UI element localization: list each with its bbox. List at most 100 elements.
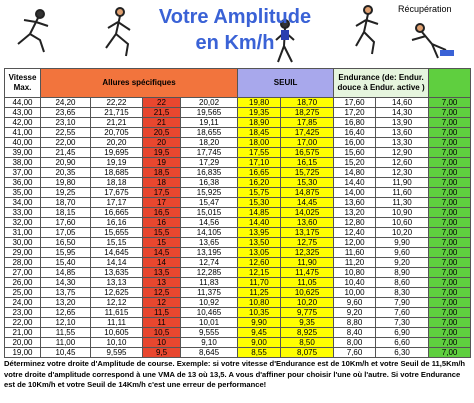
table-cell: 17,745 [179, 147, 239, 158]
table-cell: 8,90 [375, 267, 430, 278]
table-cell: 10,20 [280, 297, 335, 308]
table-cell: 16,50 [40, 237, 91, 248]
table-cell: 10 [142, 337, 181, 348]
illustrations [17, 5, 454, 63]
table-cell: 8,60 [375, 277, 430, 288]
table-body: 44,00 24,20 22,22 22 20,02 19,80 18,70 17,60 14,… [4, 97, 472, 358]
table-cell: 16,665 [90, 207, 143, 218]
table-cell: 11,11 [90, 317, 143, 328]
table-cell: 18,15 [40, 207, 91, 218]
table-cell: 7,60 [333, 347, 377, 358]
table-cell: 12,285 [179, 267, 239, 278]
table-cell: 12,90 [375, 147, 430, 158]
table-cell: 11 [142, 317, 181, 328]
table-cell: 10,45 [40, 347, 91, 358]
table-cell: 20,02 [179, 97, 239, 108]
table-cell: 23,65 [40, 107, 91, 118]
table-cell: 12,40 [333, 227, 377, 238]
table-cell: 17,675 [90, 187, 143, 198]
table-cell: 15,30 [237, 197, 282, 208]
table-row: 24,00 13,20 12,12 12 10,92 10,80 10,20 9,60 7,90… [4, 297, 472, 308]
table-cell: 18,45 [237, 127, 282, 138]
table-cell: 17,17 [90, 197, 143, 208]
table-cell: 16 [142, 217, 181, 228]
table-cell: 16,40 [333, 127, 377, 138]
table-cell: 25,00 [4, 287, 41, 298]
table-cell: 20,35 [40, 167, 91, 178]
table-cell: 14,14 [90, 257, 143, 268]
table-cell: 10,20 [375, 227, 430, 238]
table-cell: 33,00 [4, 207, 41, 218]
table-cell: 10,40 [333, 277, 377, 288]
table-cell: 12,74 [179, 257, 239, 268]
table-cell: 22,22 [90, 97, 143, 108]
table-cell: 11,5 [142, 307, 181, 318]
table-cell: 20,705 [90, 127, 143, 138]
table-cell: 11,90 [280, 257, 335, 268]
table-cell: 20,20 [90, 137, 143, 148]
table-cell: 15,60 [333, 147, 377, 158]
pace-table: Vitesse Max. Allures spécifiques SEUIL Endu… [4, 68, 472, 358]
table-cell: 17,55 [237, 147, 282, 158]
table-row: 29,00 15,95 14,645 14,5 13,195 13,05 12,325 11,… [4, 247, 472, 258]
table-cell: 15,925 [179, 187, 239, 198]
table-cell: 17,85 [280, 117, 335, 128]
table-cell: 19,19 [90, 157, 143, 168]
table-cell: 31,00 [4, 227, 41, 238]
table-cell: 16,65 [237, 167, 282, 178]
table-cell: 14,645 [90, 247, 143, 258]
table-cell: 11,90 [375, 177, 430, 188]
table-cell: 10,92 [179, 297, 239, 308]
table-cell: 14,60 [375, 97, 430, 108]
table-cell: 9,775 [280, 307, 335, 318]
table-cell: 17,29 [179, 157, 239, 168]
table-cell: 24,00 [4, 297, 41, 308]
table-cell: 7,00 [428, 327, 472, 338]
table-cell: 6,60 [375, 337, 430, 348]
table-cell: 16,5 [142, 207, 181, 218]
table-cell: 23,10 [40, 117, 91, 128]
table-cell: 16,38 [179, 177, 239, 188]
table-cell: 28,00 [4, 257, 41, 268]
table-row: 42,00 23,10 21,21 21 19,11 18,90 17,85 16,80 13,… [4, 117, 472, 128]
table-cell: 8,925 [280, 327, 335, 338]
table-cell: 11,55 [40, 327, 91, 338]
table-cell: 7,60 [375, 307, 430, 318]
table-cell: 18,18 [90, 177, 143, 188]
table-cell: 9,10 [179, 337, 239, 348]
table-row: 27,00 14,85 13,635 13,5 12,285 12,15 11,475 10,… [4, 267, 472, 278]
table-cell: 7,00 [428, 227, 472, 238]
table-cell: 8,40 [333, 327, 377, 338]
column-header: Vitesse Max. [4, 68, 41, 98]
table-cell: 18,90 [237, 117, 282, 128]
table-row: 39,00 21,45 19,695 19,5 17,745 17,55 16,575 15,… [4, 147, 472, 158]
column-header: Allures spécifiques [39, 68, 239, 98]
table-cell: 12 [142, 297, 181, 308]
table-cell: 21 [142, 117, 181, 128]
table-cell: 26,00 [4, 277, 41, 288]
table-cell: 7,30 [375, 317, 430, 328]
table-cell: 8,30 [375, 287, 430, 298]
table-cell: 7,90 [375, 297, 430, 308]
table-cell: 18 [142, 177, 181, 188]
table-cell: 10,625 [280, 287, 335, 298]
table-cell: 7,00 [428, 317, 472, 328]
table-cell: 18,00 [237, 137, 282, 148]
table-cell: 9,90 [237, 317, 282, 328]
table-cell: 9,35 [280, 317, 335, 328]
table-cell: 19 [142, 157, 181, 168]
table-cell: 9,595 [90, 347, 143, 358]
table-cell: 20,00 [4, 337, 41, 348]
table-cell: 14,30 [375, 107, 430, 118]
table-row: 31,00 17,05 15,655 15,5 14,105 13,95 13,175 12,… [4, 227, 472, 238]
table-cell: 7,00 [428, 297, 472, 308]
table-cell: 10,465 [179, 307, 239, 318]
table-cell: 24,20 [40, 97, 91, 108]
table-cell: 11,615 [90, 307, 143, 318]
table-cell: 18,275 [280, 107, 335, 118]
table-cell: 20 [142, 137, 181, 148]
table-cell: 22,00 [4, 317, 41, 328]
table-cell: 7,00 [428, 267, 472, 278]
table-cell: 39,00 [4, 147, 41, 158]
table-cell: 17,425 [280, 127, 335, 138]
